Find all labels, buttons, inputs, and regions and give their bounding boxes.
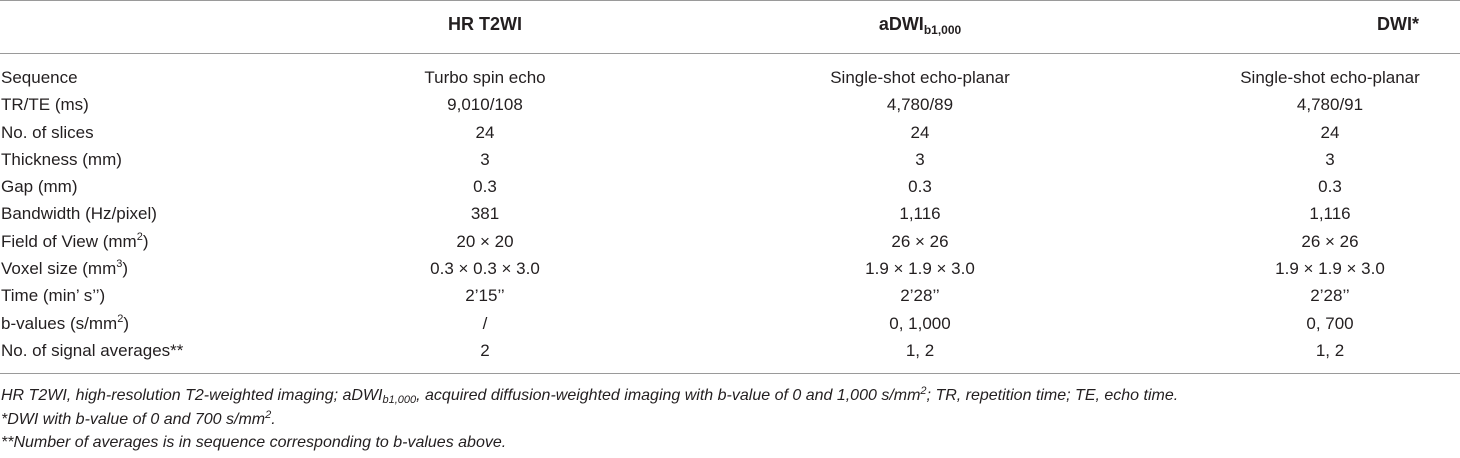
cell-v1: 381 [470,204,500,224]
cell-v3: 1, 2 [1315,340,1345,360]
cell-v3: 0.3 [1318,177,1342,197]
footnote-subscript: b1,000 [382,394,417,406]
table-header-row: HR T2WI aDWIb1,000 DWI* [0,14,1460,40]
table-row: Field of View (mm2) 20 × 20 26 × 26 26 × 26 [0,228,1460,255]
row-label-text: No. of signal averages** [1,340,184,360]
header-dwi: DWI* [1377,14,1419,34]
table-row: Voxel size (mm3) 0.3 × 0.3 × 3.0 1.9 × 1.9… [0,255,1460,282]
footnote-superscript: 2 [920,385,927,397]
table-row: Time (min’ s’’) 2’15’’ 2’28’’ 2’28’’ [0,282,1460,309]
cell-v1: 3 [480,149,490,169]
cell-v1: 24 [475,122,495,142]
row-label: Time (min’ s’’) [1,282,105,309]
header-adwi: aDWIb1,000 [800,14,1040,37]
row-label-text: b-values (s/mm [1,313,118,333]
table-top-rule [0,0,1460,1]
header-hr-t2wi: HR T2WI [448,14,522,34]
row-label-text: Voxel size (mm [1,259,117,279]
footnote-dwi: *DWI with b-value of 0 and 700 s/mm2. [1,408,1456,432]
cell-v2: Single-shot echo-planar [830,68,1010,87]
table-row: No. of signal averages** 2 1, 2 1, 2 [0,337,1460,364]
cell-v1: 0.3 × 0.3 × 3.0 [430,259,540,279]
row-label-text: TR/TE (ms) [1,95,89,115]
table-body: Sequence Turbo spin echo Single-shot echo-… [0,64,1460,364]
cell-v2: 1, 2 [905,340,935,360]
row-label: b-values (s/mm2) [1,310,129,337]
cell-v2: 1.9 × 1.9 × 3.0 [865,259,975,279]
row-label-suffix: ) [123,313,129,333]
table-row: b-values (s/mm2) / 0, 1,000 0, 700 [0,310,1460,337]
table-footnotes: HR T2WI, high-resolution T2-weighted ima… [1,384,1456,455]
cell-v2: 1,116 [899,204,941,224]
row-label-suffix: ) [122,259,129,279]
cell-v1: 0.3 [473,177,497,197]
cell-v2: 3 [915,149,925,169]
row-label-text: Gap (mm) [1,177,78,197]
footnote-superscript: 2 [265,408,272,421]
row-label: Gap (mm) [1,173,78,200]
row-label: No. of slices [1,119,94,146]
table-bottom-rule [0,373,1460,374]
table-row: TR/TE (ms) 9,010/108 4,780/89 4,780/91 [0,91,1460,118]
footnote-abbreviations: HR T2WI, high-resolution T2-weighted ima… [1,384,1456,408]
cell-v3: 1.9 × 1.9 × 3.0 [1275,259,1385,279]
row-label-text: Sequence [1,68,78,87]
row-label-text: No. of slices [1,122,94,142]
cell-v3: 2’28’’ [1310,286,1350,306]
cell-v2: 24 [910,122,930,142]
cell-v3: 3 [1325,149,1335,169]
cell-v2: 26 × 26 [891,231,949,251]
row-label-text: Bandwidth (Hz/pixel) [1,204,157,224]
cell-v2: 2’28’’ [900,286,940,306]
footnote-text: *DWI with b-value of 0 and 700 s/mm [1,410,266,428]
cell-v3: 4,780/91 [1296,95,1364,115]
cell-v1: / [482,313,488,333]
cell-v3: 26 × 26 [1301,231,1359,251]
row-label: No. of signal averages** [1,337,183,364]
row-label: Voxel size (mm3) [1,255,128,282]
cell-v2: 4,780/89 [886,95,954,115]
row-label-superscript: 2 [117,312,124,325]
cell-v2: 0, 1,000 [889,313,951,333]
row-label: Field of View (mm2) [1,228,149,255]
cell-v3: 0, 700 [1306,313,1354,333]
table-row: Thickness (mm) 3 3 3 [0,146,1460,173]
footnote-text: , acquired diffusion-weighted imaging wi… [416,387,921,404]
table-row: Gap (mm) 0.3 0.3 0.3 [0,173,1460,200]
table-header-rule [0,53,1460,54]
cell-v1: 2’15’’ [465,286,505,306]
cell-v1: 20 × 20 [456,231,514,251]
table-row: No. of slices 24 24 24 [0,119,1460,146]
row-label-superscript: 2 [136,230,143,243]
header-adwi-main: aDWI [878,14,924,34]
row-label: Bandwidth (Hz/pixel) [1,200,157,227]
header-adwi-subscript: b1,000 [923,23,962,37]
cell-v1: Turbo spin echo [424,68,546,87]
cell-v2: 0.3 [908,177,932,197]
row-label-text: Thickness (mm) [1,149,122,169]
cell-v3: Single-shot echo-planar [1240,68,1420,87]
row-label-suffix: ) [142,231,149,251]
table-row: Sequence Turbo spin echo Single-shot echo-… [0,64,1460,91]
table-row: Bandwidth (Hz/pixel) 381 1,116 1,116 [0,200,1460,227]
footnote-text: . [271,410,276,428]
footnote-averages: **Number of averages is in sequence corr… [1,434,507,451]
cell-v3: 1,116 [1309,204,1351,224]
row-label: TR/TE (ms) [1,91,89,118]
row-label-text: Field of View (mm [1,231,137,251]
row-label: Thickness (mm) [1,146,122,173]
row-label-superscript: 3 [116,258,123,271]
cell-v1: 2 [480,340,490,360]
footnote-text: HR T2WI, high-resolution T2-weighted ima… [1,387,383,404]
cell-v1: 9,010/108 [447,95,523,115]
row-label-text: Time (min’ s’’) [1,286,106,306]
row-label: Sequence [1,64,78,91]
footnote-text: ; TR, repetition time; TE, echo time. [926,387,1179,404]
cell-v3: 24 [1320,122,1340,142]
